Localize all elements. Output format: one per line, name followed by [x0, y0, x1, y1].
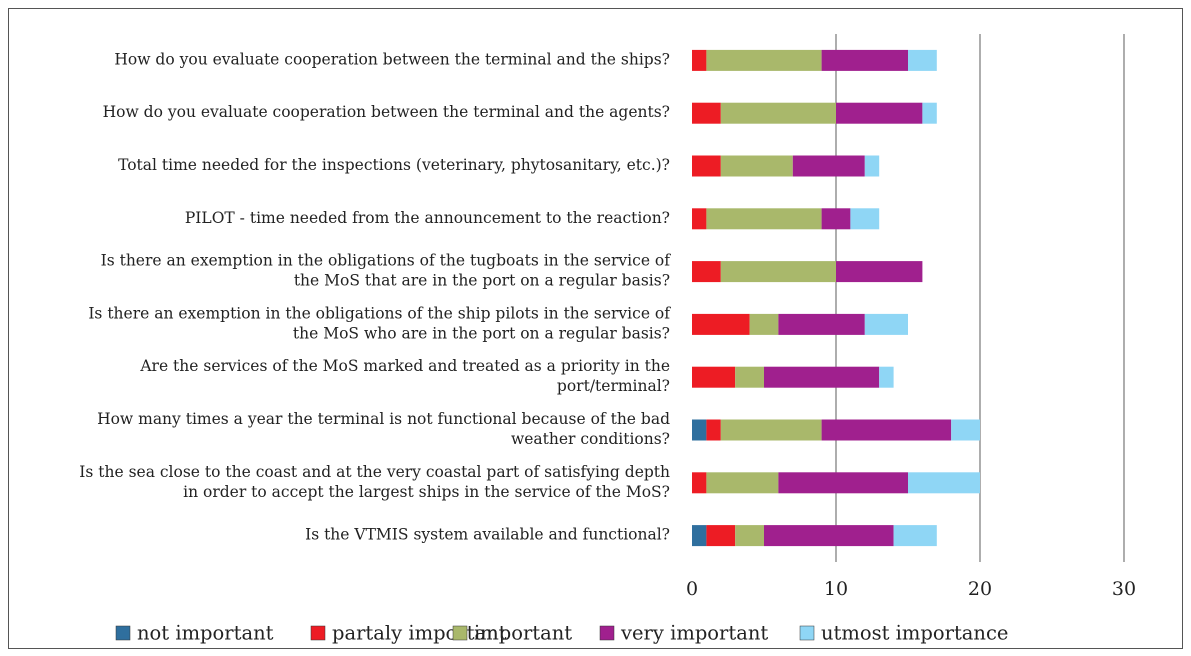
bar-segment: [692, 155, 721, 177]
bar-segment: [692, 419, 707, 441]
legend-label: utmost importance: [821, 622, 1008, 645]
bar-segment: [836, 102, 923, 124]
bar-segment: [821, 208, 851, 230]
bar-segment: [735, 366, 764, 388]
bar-segment: [764, 366, 880, 388]
bar-segment: [908, 472, 980, 494]
bar-segment: [821, 49, 908, 71]
bar-segment: [836, 261, 923, 283]
x-tick-label: 30: [1112, 578, 1136, 600]
category-label: How many times a year the terminal is no…: [97, 410, 670, 448]
bar-segment: [764, 525, 894, 547]
bar-segment: [720, 155, 793, 177]
bar-segment: [749, 313, 779, 335]
category-label: Is there an exemption in the obligations…: [101, 252, 672, 290]
legend-label: important: [474, 622, 572, 645]
bar-segment: [720, 419, 822, 441]
bar-segment: [864, 155, 880, 177]
category-label: PILOT - time needed from the announcemen…: [185, 209, 670, 227]
x-tick-label: 0: [686, 578, 698, 600]
legend-swatch: [310, 625, 326, 641]
bar-segment: [850, 208, 880, 230]
category-label: Are the services of the MoS marked and t…: [139, 357, 670, 395]
bar-segment: [908, 49, 937, 71]
bar-segment: [922, 102, 937, 124]
bar-segment: [864, 313, 908, 335]
category-label: How do you evaluate cooperation between …: [103, 103, 670, 121]
bar-segment: [692, 525, 707, 547]
bar-segment: [706, 419, 721, 441]
legend-swatch: [115, 625, 131, 641]
legend-label: very important: [620, 622, 768, 645]
bar-segment: [778, 472, 908, 494]
bar-segment: [792, 155, 865, 177]
legend-swatch: [452, 625, 468, 641]
category-label: Is the VTMIS system available and functi…: [305, 526, 670, 544]
bar-segment: [692, 366, 736, 388]
bar-segment: [893, 525, 937, 547]
legend-swatch: [599, 625, 615, 641]
legend-swatch: [799, 625, 815, 641]
bar-segment: [720, 261, 836, 283]
bar-segment: [706, 208, 822, 230]
legend-label: not important: [137, 622, 274, 645]
category-label: Is the sea close to the coast and at the…: [79, 463, 670, 501]
bar-segment: [879, 366, 894, 388]
bar-segment: [720, 102, 836, 124]
bar-segment: [706, 525, 736, 547]
x-tick-label: 20: [968, 578, 992, 600]
bar-segment: [692, 472, 707, 494]
bar-segment: [706, 49, 822, 71]
category-label: How do you evaluate cooperation between …: [114, 50, 670, 68]
bar-segment: [692, 313, 750, 335]
bar-segment: [778, 313, 865, 335]
bar-segment: [692, 49, 707, 71]
frame: [8, 8, 1183, 649]
bar-segment: [692, 102, 721, 124]
category-label: Total time needed for the inspections (v…: [118, 156, 670, 174]
bar-segment: [821, 419, 952, 441]
bar-segment: [692, 208, 707, 230]
category-label: Is there an exemption in the obligations…: [88, 304, 671, 342]
bar-segment: [951, 419, 980, 441]
bar-segment: [692, 261, 721, 283]
bar-segment: [706, 472, 779, 494]
x-tick-label: 10: [824, 578, 848, 600]
bar-segment: [735, 525, 764, 547]
